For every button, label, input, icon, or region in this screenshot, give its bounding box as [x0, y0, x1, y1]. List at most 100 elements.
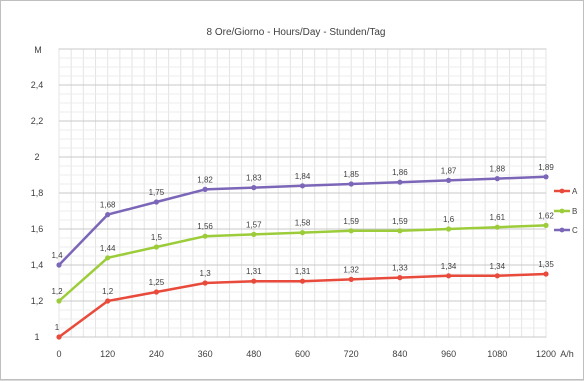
data-point	[105, 212, 111, 218]
x-axis-label: A/h	[560, 349, 574, 359]
data-point	[397, 179, 403, 185]
data-point	[153, 289, 159, 295]
data-point	[153, 244, 159, 250]
y-tick-label: 1,6	[31, 224, 44, 234]
data-label: 1,57	[246, 220, 262, 229]
data-label: 1,68	[100, 201, 116, 210]
data-point	[105, 298, 111, 304]
data-point	[56, 298, 62, 304]
data-label: 1,82	[197, 175, 213, 184]
x-tick-label: 840	[392, 349, 407, 359]
legend: A B C	[554, 187, 578, 235]
data-label: 1,59	[343, 217, 359, 226]
data-point	[446, 177, 452, 183]
data-label: 1,4	[51, 251, 63, 260]
data-point	[251, 231, 257, 237]
data-label: 1,75	[149, 188, 165, 197]
data-point	[251, 278, 257, 284]
data-label: 1,85	[343, 170, 359, 179]
data-label: 1,32	[343, 265, 359, 274]
data-point	[299, 278, 306, 284]
y-tick-label: 2	[34, 152, 39, 162]
data-labels: 1 1,2 1,25 1,3 1,31 1,31 1,32 1,33 1,34 1,34 1,35 1…	[51, 163, 554, 332]
data-label: 1,2	[102, 287, 114, 296]
x-tick-label: 480	[246, 349, 261, 359]
data-label: 1,83	[246, 174, 262, 183]
data-label: 1,25	[149, 278, 165, 287]
data-label: 1,31	[246, 267, 262, 276]
x-tick-label: 960	[441, 349, 456, 359]
data-point	[251, 185, 257, 191]
data-point	[543, 174, 549, 180]
data-label: 1,56	[197, 222, 213, 231]
data-point	[202, 186, 208, 192]
data-point	[446, 226, 452, 232]
data-label: 1,58	[295, 219, 311, 228]
data-point	[494, 273, 500, 279]
chart-title: 8 Ore/Giorno - Hours/Day - Stunden/Tag	[207, 27, 386, 38]
data-point	[299, 183, 306, 189]
data-point	[299, 230, 306, 236]
x-tick-label: 360	[198, 349, 213, 359]
data-point	[348, 228, 354, 234]
data-label: 1,87	[441, 166, 457, 175]
data-point	[494, 224, 500, 230]
data-point	[56, 334, 62, 340]
data-point	[202, 233, 208, 239]
data-label: 1	[55, 323, 60, 332]
y-tick-label: 2,4	[31, 80, 44, 90]
y-tick-label: 2,2	[31, 116, 44, 126]
data-point	[202, 280, 208, 286]
data-label: 1,34	[441, 262, 457, 271]
legend-marker	[559, 208, 565, 214]
data-label: 1,44	[100, 244, 116, 253]
data-label: 1,33	[392, 264, 408, 273]
data-label: 1,84	[295, 172, 311, 181]
data-point	[348, 276, 354, 282]
data-point	[56, 262, 62, 268]
data-point	[446, 273, 452, 279]
data-label: 1,88	[490, 165, 506, 174]
data-point	[543, 271, 549, 277]
data-label: 1,5	[151, 233, 163, 242]
legend-label: C	[572, 226, 578, 235]
x-tick-label: 1080	[487, 349, 507, 359]
x-tick-label: 600	[295, 349, 310, 359]
data-point	[153, 199, 159, 205]
legend-label: A	[572, 187, 578, 196]
data-label: 1,89	[538, 163, 554, 172]
legend-label: B	[572, 207, 577, 216]
data-point	[543, 222, 549, 228]
data-label: 1,86	[392, 168, 408, 177]
data-point	[397, 228, 403, 234]
x-tick-label: 1200	[536, 349, 556, 359]
y-axis-label: M	[34, 45, 42, 55]
data-label: 1,35	[538, 260, 554, 269]
data-point	[494, 176, 500, 182]
axes: 11,21,41,61,822,22,40 120 240 360 480 600 720 8…	[31, 80, 556, 359]
data-label: 1,59	[392, 217, 408, 226]
data-label: 1,34	[490, 262, 506, 271]
data-point	[397, 275, 403, 281]
data-point	[105, 255, 111, 261]
legend-marker	[559, 227, 565, 233]
data-label: 1,2	[51, 287, 63, 296]
data-label: 1,3	[200, 269, 212, 278]
x-tick-label: 240	[149, 349, 164, 359]
y-tick-label: 1,2	[31, 296, 44, 306]
data-point	[348, 181, 354, 187]
data-label: 1,31	[295, 267, 311, 276]
y-tick-label: 1,4	[31, 260, 44, 270]
legend-marker	[559, 188, 565, 194]
y-tick-label: 1	[34, 332, 39, 342]
x-tick-label: 120	[100, 349, 115, 359]
x-tick-label: 0	[56, 349, 61, 359]
data-label: 1,61	[490, 213, 506, 222]
grid	[58, 48, 547, 338]
data-label: 1,6	[443, 215, 455, 224]
data-label: 1,62	[538, 211, 554, 220]
series-layer	[56, 174, 549, 340]
y-tick-label: 1,8	[31, 188, 44, 198]
